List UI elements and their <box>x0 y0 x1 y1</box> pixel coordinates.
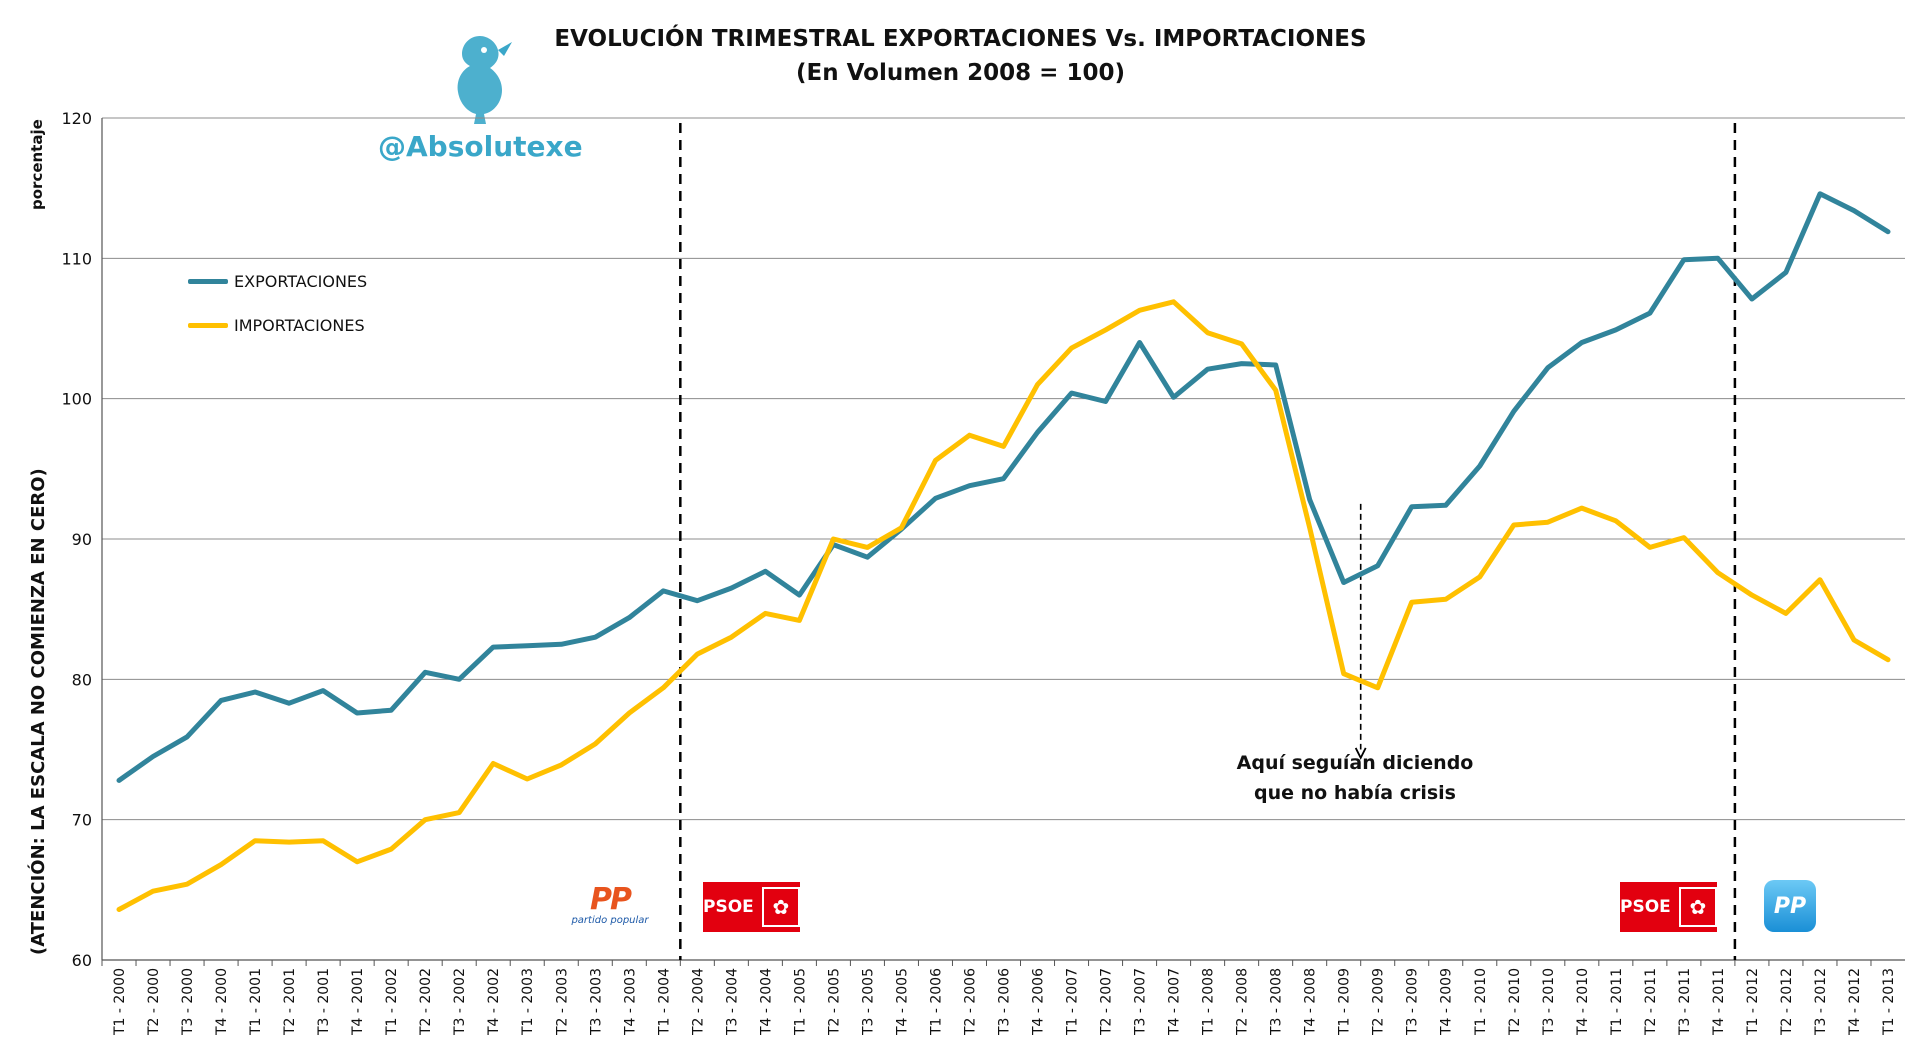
pp-logo-old: PP partido popular <box>562 880 658 930</box>
x-tick-label-26: T3 - 2006 <box>997 968 1013 1036</box>
x-tick-label-39: T4 - 2009 <box>1439 968 1455 1036</box>
x-tick-label-9: T2 - 2002 <box>418 968 434 1036</box>
x-tick-label-41: T2 - 2010 <box>1507 968 1523 1036</box>
x-tick-label-23: T4 - 2005 <box>894 968 910 1036</box>
x-tick-label-34: T3 - 2008 <box>1269 968 1285 1036</box>
x-tick-label-14: T3 - 2003 <box>588 968 604 1036</box>
x-tick-label-45: T2 - 2011 <box>1643 968 1659 1036</box>
y-tick-label-60: 60 <box>72 951 92 970</box>
x-tick-label-27: T4 - 2006 <box>1031 968 1047 1036</box>
y-tick-label-80: 80 <box>72 670 92 689</box>
x-tick-label-8: T1 - 2002 <box>384 968 400 1036</box>
series-line-exportaciones <box>116 191 1891 783</box>
x-tick-label-19: T4 - 2004 <box>758 968 774 1036</box>
y-tick-label-110: 110 <box>61 249 92 268</box>
legend-swatch-importaciones <box>188 323 228 328</box>
series-line-importaciones <box>116 299 1891 912</box>
x-tick-label-31: T4 - 2007 <box>1167 968 1183 1036</box>
griffin-logo-icon <box>440 28 520 132</box>
x-tick-label-11: T4 - 2002 <box>486 968 502 1036</box>
x-tick-label-46: T3 - 2011 <box>1677 968 1693 1036</box>
psoe-logo-1: PSOE ✿ <box>703 882 800 932</box>
annotation-line-2: que no había crisis <box>1254 782 1456 804</box>
x-tick-label-40: T1 - 2010 <box>1473 968 1489 1036</box>
x-tick-label-7: T4 - 2001 <box>350 968 366 1036</box>
crisis-annotation: Aquí seguían diciendo que no había crisi… <box>1225 748 1485 808</box>
x-tick-label-29: T2 - 2007 <box>1099 968 1115 1036</box>
chart-title: EVOLUCIÓN TRIMESTRAL EXPORTACIONES Vs. I… <box>554 26 1367 52</box>
y-tick-label-70: 70 <box>72 811 92 830</box>
pp-logo-new: PP <box>1764 880 1816 932</box>
x-tick-label-24: T1 - 2006 <box>928 968 944 1036</box>
psoe-logo-1-text: PSOE <box>703 897 754 917</box>
x-tick-label-30: T3 - 2007 <box>1133 968 1149 1036</box>
x-tick-label-42: T3 - 2010 <box>1541 968 1557 1036</box>
x-tick-label-20: T1 - 2005 <box>792 968 808 1036</box>
x-tick-label-22: T3 - 2005 <box>860 968 876 1036</box>
x-tick-label-43: T4 - 2010 <box>1575 968 1591 1036</box>
annotation-arrow-head <box>1354 747 1367 760</box>
x-tick-label-5: T2 - 2001 <box>282 968 298 1036</box>
legend-item-exportaciones: EXPORTACIONES <box>188 272 367 291</box>
watermark-handle: @Absolutexe <box>378 130 583 163</box>
x-tick-label-33: T2 - 2008 <box>1235 968 1251 1036</box>
x-tick-label-3: T4 - 2000 <box>214 968 230 1036</box>
x-tick-label-2: T3 - 2000 <box>180 968 196 1036</box>
x-tick-label-15: T4 - 2003 <box>622 968 638 1036</box>
y-tick-label-90: 90 <box>72 530 92 549</box>
legend-swatch-exportaciones <box>188 279 228 284</box>
x-tick-label-47: T4 - 2011 <box>1711 968 1727 1036</box>
chart-subtitle: (En Volumen 2008 = 100) <box>796 60 1125 86</box>
x-tick-label-1: T2 - 2000 <box>146 968 162 1036</box>
x-tick-label-13: T2 - 2003 <box>554 968 570 1036</box>
y-tick-label-120: 120 <box>61 109 92 128</box>
legend-label-importaciones: IMPORTACIONES <box>234 316 365 335</box>
x-tick-label-6: T3 - 2001 <box>316 968 332 1036</box>
psoe-logo-2: PSOE ✿ <box>1620 882 1717 932</box>
x-tick-label-17: T2 - 2004 <box>690 968 706 1036</box>
x-tick-label-21: T2 - 2005 <box>826 968 842 1036</box>
x-tick-label-16: T1 - 2004 <box>656 968 672 1036</box>
y-tick-label-100: 100 <box>61 390 92 409</box>
pp-logo-new-text: PP <box>1773 893 1807 919</box>
x-tick-label-35: T4 - 2008 <box>1303 968 1319 1036</box>
x-tick-label-4: T1 - 2001 <box>248 968 264 1036</box>
x-tick-label-10: T3 - 2002 <box>452 968 468 1036</box>
pp-logo-old-subtitle: partido popular <box>571 914 649 926</box>
rose-icon: ✿ <box>1678 887 1717 927</box>
x-tick-label-32: T1 - 2008 <box>1201 968 1217 1036</box>
x-tick-label-18: T3 - 2004 <box>724 968 740 1036</box>
x-tick-label-48: T1 - 2012 <box>1745 968 1761 1036</box>
annotation-line-1: Aquí seguían diciendo <box>1236 752 1474 774</box>
x-tick-label-0: T1 - 2000 <box>112 968 128 1036</box>
pp-logo-old-text: PP <box>590 881 632 917</box>
psoe-logo-2-text: PSOE <box>1620 897 1671 917</box>
x-tick-label-52: T1 - 2013 <box>1881 968 1897 1036</box>
x-tick-label-49: T2 - 2012 <box>1779 968 1795 1036</box>
x-tick-label-51: T4 - 2012 <box>1847 968 1863 1036</box>
x-tick-label-37: T2 - 2009 <box>1371 968 1387 1036</box>
x-tick-label-36: T1 - 2009 <box>1337 968 1353 1036</box>
legend-label-exportaciones: EXPORTACIONES <box>234 272 368 291</box>
rose-icon: ✿ <box>761 887 800 927</box>
x-tick-label-38: T3 - 2009 <box>1405 968 1421 1036</box>
x-tick-label-12: T1 - 2003 <box>520 968 536 1036</box>
x-tick-label-25: T2 - 2006 <box>962 968 978 1036</box>
legend-item-importaciones: IMPORTACIONES <box>188 316 365 335</box>
x-tick-label-28: T1 - 2007 <box>1065 968 1081 1036</box>
x-tick-label-50: T3 - 2012 <box>1813 968 1829 1036</box>
x-tick-label-44: T1 - 2011 <box>1609 968 1625 1036</box>
